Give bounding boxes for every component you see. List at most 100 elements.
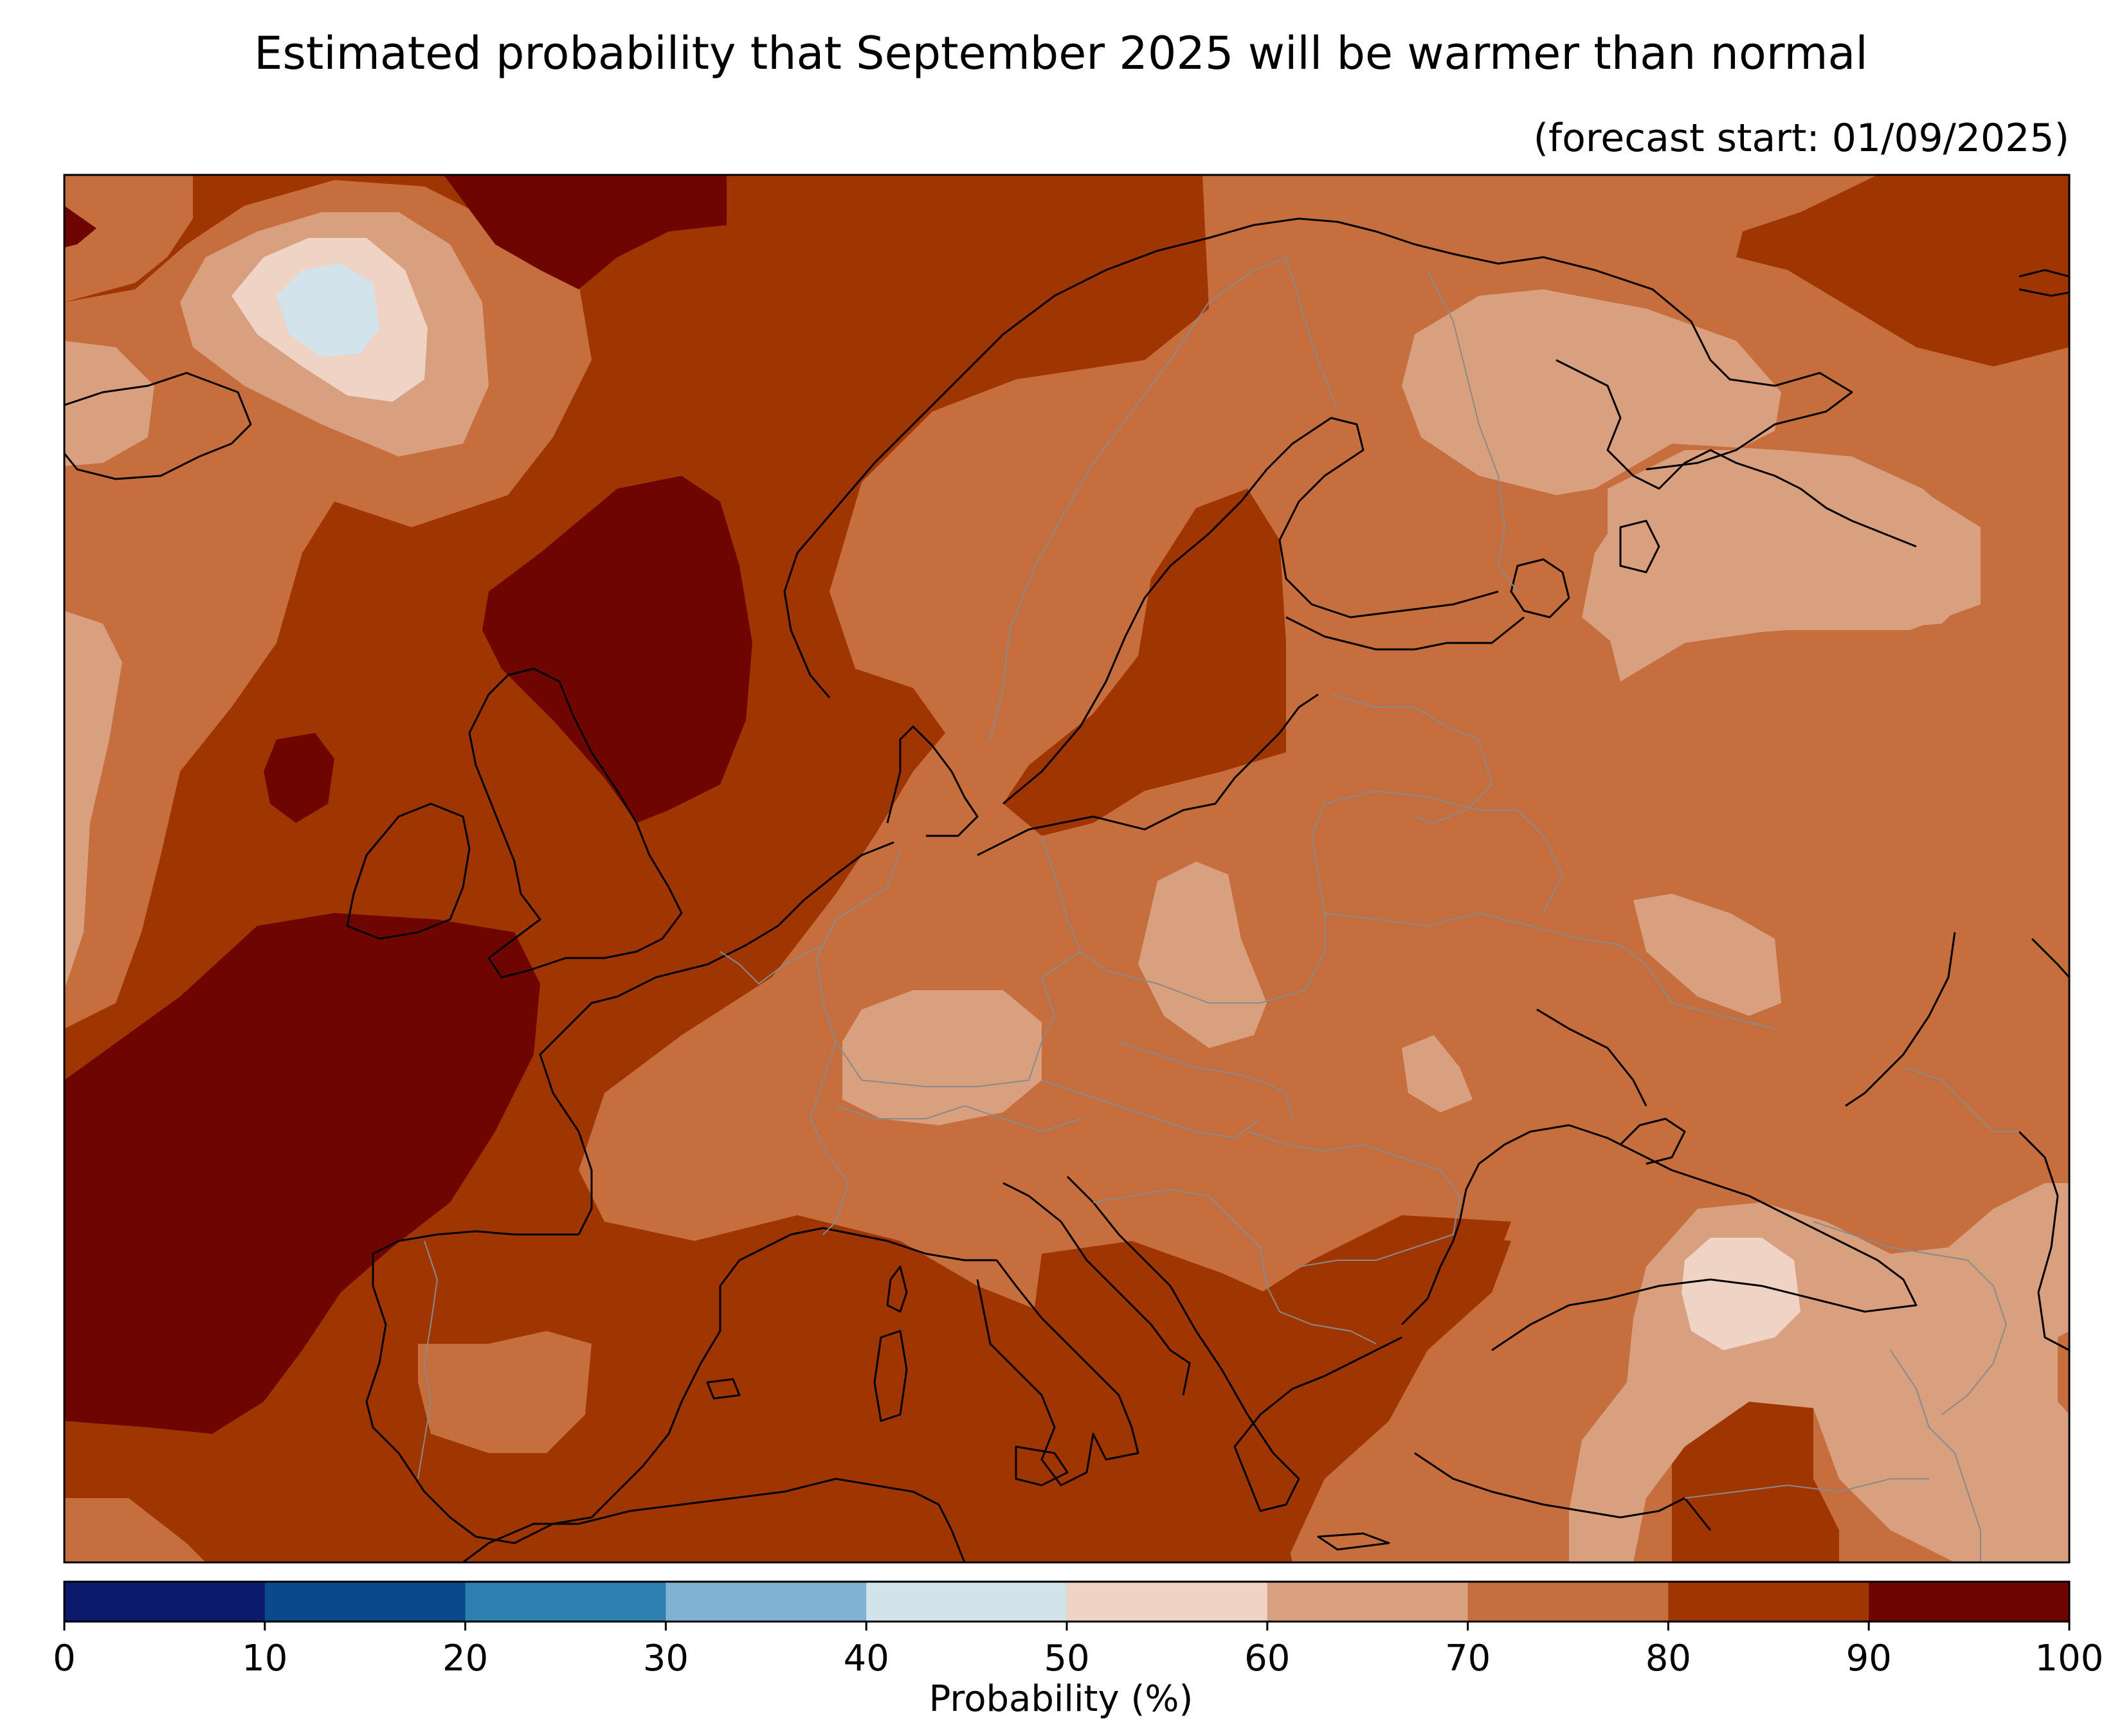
coast-volga xyxy=(1845,932,1956,1107)
colorbar-label: Probability (%) xyxy=(929,1678,1193,1720)
map-fields xyxy=(64,175,2069,1562)
colorbar-swatch xyxy=(1869,1582,2070,1622)
coast-white-sea xyxy=(1555,359,1917,548)
field-60-70-alps xyxy=(842,990,1042,1125)
coast-turkey-south xyxy=(1414,1452,1712,1531)
coast-ireland xyxy=(346,802,471,940)
coast-sweden-east xyxy=(1002,417,1499,805)
border-spain-portugal xyxy=(417,1240,439,1479)
border-france xyxy=(720,945,850,1235)
colorbar-tick-label: 100 xyxy=(2035,1638,2104,1679)
field-90-100-north-atlantic xyxy=(482,476,752,823)
coast-don xyxy=(1536,1008,1647,1107)
colorbar-swatch xyxy=(1267,1582,1469,1622)
field-70-80-atlantic-west xyxy=(64,175,193,302)
field-60-70-russia-east xyxy=(1608,450,1974,682)
coast-onega xyxy=(1619,520,1660,574)
colorbar-tick-label: 70 xyxy=(1445,1638,1491,1679)
colorbar-tick-label: 10 xyxy=(242,1638,287,1679)
field-70-80-sw xyxy=(64,1498,206,1562)
coast-north-africa xyxy=(462,1478,966,1562)
field-60-70-west2 xyxy=(64,611,122,990)
coastlines xyxy=(64,217,2069,1562)
border-sweden-finland xyxy=(1285,257,1338,412)
colorbar-swatch xyxy=(1467,1582,1669,1622)
country-borders xyxy=(417,257,2019,1562)
field-90-100-north-top xyxy=(444,175,727,289)
border-russia-kazakh xyxy=(1903,1067,2019,1132)
field-60-70-west1 xyxy=(64,341,154,466)
colorbar: 0 10 20 30 40 50 60 70 80 90 100 xyxy=(53,1580,2104,1679)
field-60-70-moldova xyxy=(1402,1035,1473,1112)
coast-sardinia xyxy=(873,1330,908,1422)
colorbar-swatch xyxy=(866,1582,1067,1622)
coast-iceland xyxy=(64,372,252,480)
coast-denmark xyxy=(886,725,979,837)
border-romania xyxy=(1247,1131,1461,1267)
field-90-100-topleft xyxy=(64,206,96,248)
coast-uk xyxy=(468,667,683,979)
colorbar-swatch xyxy=(465,1582,666,1622)
map-title: Estimated probability that September 202… xyxy=(254,27,1868,80)
colorbar-tick-label: 30 xyxy=(643,1638,689,1679)
coast-italy-east xyxy=(1002,1182,1191,1396)
border-caucasus xyxy=(1813,1221,2008,1415)
coast-continent-west xyxy=(539,841,894,1235)
field-90-100-atlantic-small xyxy=(264,733,334,823)
field-70-80-iberia xyxy=(418,1331,592,1453)
colorbar-swatch xyxy=(264,1582,466,1622)
field-50-60-turkey xyxy=(1682,1238,1800,1350)
colorbar-tick-label: 60 xyxy=(1244,1638,1290,1679)
border-belarus xyxy=(1324,790,1564,914)
coast-novaya-zemlya xyxy=(2018,269,2069,297)
border-slovakia xyxy=(1118,1041,1293,1119)
coast-baltic-south xyxy=(977,693,1319,856)
border-balkans xyxy=(1093,1188,1377,1344)
border-norway-sweden xyxy=(990,257,1287,740)
coast-france-south xyxy=(790,1227,997,1261)
border-baltics xyxy=(1330,694,1493,824)
field-80-90-baltic xyxy=(1003,489,1286,836)
colorbar-tick-label: 80 xyxy=(1646,1638,1691,1679)
coast-italy xyxy=(976,1260,1139,1487)
field-70-80-east-edge xyxy=(2058,1331,2069,1415)
field-80-90-ne xyxy=(1736,175,2069,366)
border-turkey-east xyxy=(1890,1350,1981,1562)
colorbar-tick-label: 40 xyxy=(844,1638,889,1679)
field-90-100-biscay xyxy=(64,913,540,1434)
coast-ladoga xyxy=(1510,558,1570,619)
field-60-70-ukraine xyxy=(1633,894,1781,1016)
border-turkey-south xyxy=(1684,1478,1929,1499)
border-alps xyxy=(835,1105,1081,1133)
colorbar-tick-label: 50 xyxy=(1044,1638,1089,1679)
coast-baleares xyxy=(706,1378,741,1400)
coast-crimea xyxy=(1619,1117,1686,1165)
colorbar-swatch xyxy=(666,1582,867,1622)
coast-sicily xyxy=(1015,1445,1069,1487)
field-60-70-poland xyxy=(1138,862,1267,1048)
colorbar-tick-label: 20 xyxy=(442,1638,488,1679)
coast-balkans xyxy=(1066,1175,1402,1512)
coast-black-sea xyxy=(1401,1124,1918,1352)
coast-caspian xyxy=(2018,937,2069,1352)
coast-crete xyxy=(1317,1532,1390,1551)
border-poland xyxy=(1041,803,1325,1004)
coast-gulf-finland xyxy=(1285,616,1525,651)
colorbar-swatch xyxy=(1067,1582,1268,1622)
map-frame xyxy=(63,174,2071,1564)
colorbar-swatch xyxy=(64,1582,266,1622)
colorbar-tick-label: 0 xyxy=(53,1638,76,1679)
coast-corsica xyxy=(886,1265,908,1313)
border-finland-russia xyxy=(1427,269,1518,592)
coast-iberia xyxy=(365,1230,792,1544)
border-germany xyxy=(815,848,1081,1087)
border-austria-hungary xyxy=(1041,1080,1261,1139)
field-80-90-turkey xyxy=(1672,1402,1839,1562)
colorbar-swatch xyxy=(1668,1582,1869,1622)
forecast-start-subtitle: (forecast start: 01/09/2025) xyxy=(1533,116,2069,161)
coast-scandinavia xyxy=(783,217,1853,698)
colorbar-tick-label: 90 xyxy=(1846,1638,1892,1679)
field-40-50-iceland xyxy=(277,264,379,357)
field-80-90-balkans xyxy=(1003,1234,1511,1562)
